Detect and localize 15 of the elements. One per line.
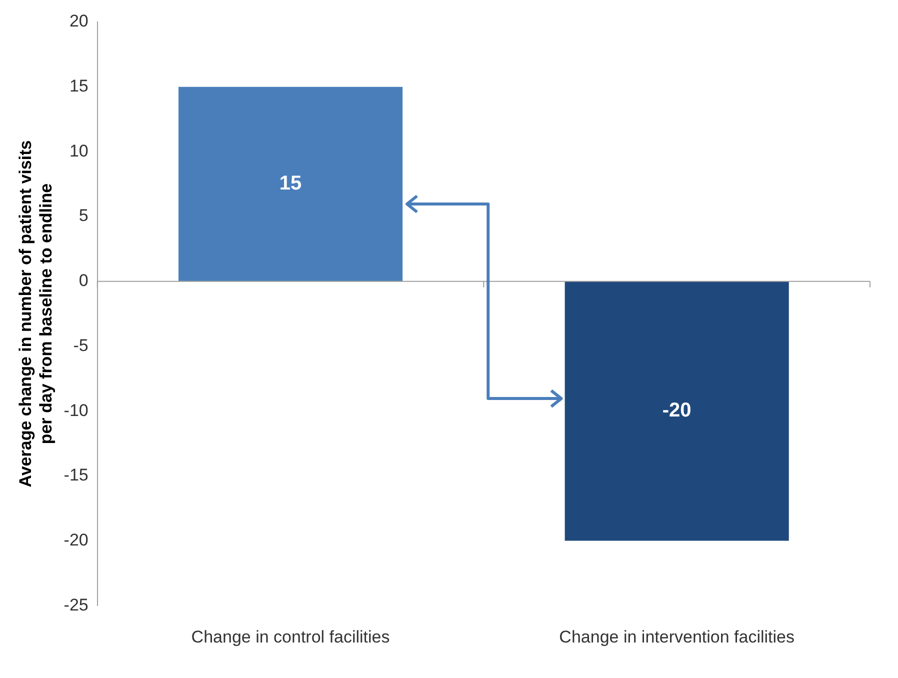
y-axis-title: Average change in number of patient visits per day from baseline to endline [16, 140, 56, 488]
y-tick-label: -10 [64, 400, 88, 420]
y-tick-label: -5 [73, 336, 88, 355]
x-tick-label: Change in intervention facilities [559, 627, 794, 646]
data-label: -20 [662, 400, 692, 422]
y-tick-label: 10 [69, 141, 88, 160]
data-label: 15 [279, 172, 302, 195]
y-tick-label: -20 [64, 530, 88, 550]
y-tick-label: -25 [64, 595, 88, 614]
y-tick-label: 0 [78, 271, 88, 290]
y-tick-label: -15 [64, 466, 88, 485]
y-tick-label: 20 [69, 12, 88, 31]
x-tick-label: Change in control facilities [191, 627, 390, 646]
y-tick-label: 15 [69, 76, 88, 96]
y-tick-label: 5 [78, 206, 88, 226]
